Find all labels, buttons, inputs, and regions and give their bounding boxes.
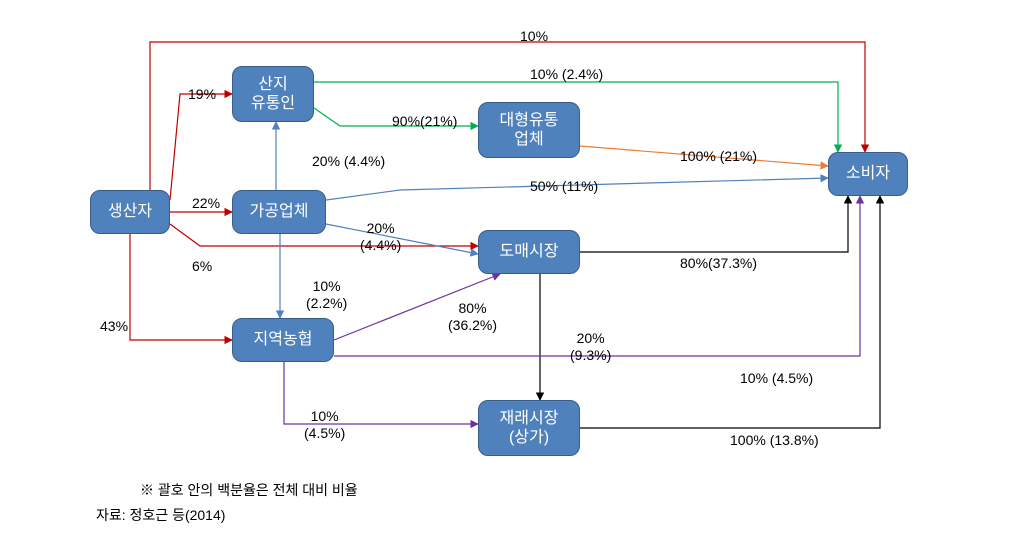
- edge-label-wholesale-tradmkt: 20% (9.3%): [570, 330, 611, 364]
- edge-label-coop-tradmkt: 10% (4.5%): [304, 408, 345, 442]
- edge-label-wholesale-consumer: 80%(37.3%): [680, 255, 757, 272]
- node-consumer: 소비자: [828, 152, 908, 196]
- edge-producer-coop: [130, 234, 232, 340]
- edge-label-tradmkt-consumer: 100% (13.8%): [730, 432, 819, 449]
- edge-label-producer-wholesale: 6%: [192, 258, 212, 275]
- node-coop: 지역농협: [232, 318, 334, 362]
- node-processor: 가공업체: [232, 190, 326, 234]
- edge-processor-wholesale: [326, 224, 478, 254]
- node-sanji: 산지 유통인: [232, 66, 314, 122]
- edge-label-producer-coop: 43%: [100, 318, 128, 335]
- edge-label-processor-wholesale: 20% (4.4%): [360, 220, 401, 254]
- node-wholesale: 도매시장: [478, 230, 580, 274]
- edge-wholesale-consumer: [580, 196, 848, 252]
- edge-tradmkt-consumer: [580, 196, 880, 428]
- edge-label-coop-wholesale: 80% (36.2%): [448, 300, 497, 334]
- edge-label-producer-consumer: 10%: [520, 28, 548, 45]
- node-producer: 생산자: [90, 190, 170, 234]
- edge-producer-sanji: [170, 94, 232, 200]
- edge-label-processor-coop: 10% (2.2%): [306, 278, 347, 312]
- edge-label-sanji-bigretail: 90%(21%): [392, 113, 457, 130]
- footnote-note: ※ 괄호 안의 백분율은 전체 대비 비율: [140, 480, 358, 500]
- edge-label-producer-processor: 22%: [192, 195, 220, 212]
- node-tradmkt: 재래시장 (상가): [478, 400, 580, 456]
- edge-label-coop-consumer: 10% (4.5%): [740, 370, 813, 387]
- edge-label-processor-sanji: 20% (4.4%): [312, 153, 385, 170]
- footnote-source: 자료: 정호근 등(2014): [96, 505, 225, 525]
- edge-label-bigretail-consumer: 100% (21%): [680, 148, 757, 165]
- edge-label-producer-sanji: 19%: [188, 86, 216, 103]
- node-bigretail: 대형유통 업체: [478, 102, 580, 158]
- edge-label-processor-consumer: 50% (11%): [530, 178, 598, 195]
- edge-label-sanji-consumer: 10% (2.4%): [530, 66, 603, 83]
